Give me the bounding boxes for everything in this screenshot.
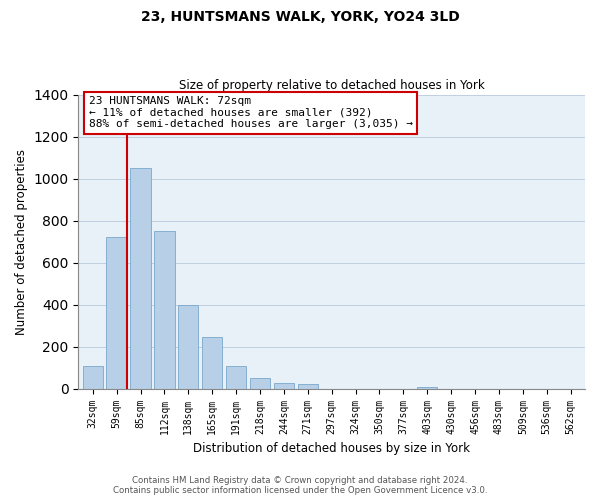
Bar xyxy=(178,304,199,388)
Text: 23 HUNTSMANS WALK: 72sqm
← 11% of detached houses are smaller (392)
88% of semi-: 23 HUNTSMANS WALK: 72sqm ← 11% of detach… xyxy=(89,96,413,129)
Bar xyxy=(250,378,270,388)
Title: Size of property relative to detached houses in York: Size of property relative to detached ho… xyxy=(179,79,485,92)
Bar xyxy=(106,238,127,388)
Bar xyxy=(274,383,294,388)
X-axis label: Distribution of detached houses by size in York: Distribution of detached houses by size … xyxy=(193,442,470,455)
Text: Contains HM Land Registry data © Crown copyright and database right 2024.
Contai: Contains HM Land Registry data © Crown c… xyxy=(113,476,487,495)
Bar xyxy=(202,337,223,388)
Bar xyxy=(417,386,437,388)
Y-axis label: Number of detached properties: Number of detached properties xyxy=(15,148,28,334)
Bar xyxy=(130,168,151,388)
Bar xyxy=(226,366,246,388)
Bar xyxy=(298,384,318,388)
Bar xyxy=(154,231,175,388)
Bar xyxy=(83,366,103,388)
Text: 23, HUNTSMANS WALK, YORK, YO24 3LD: 23, HUNTSMANS WALK, YORK, YO24 3LD xyxy=(140,10,460,24)
